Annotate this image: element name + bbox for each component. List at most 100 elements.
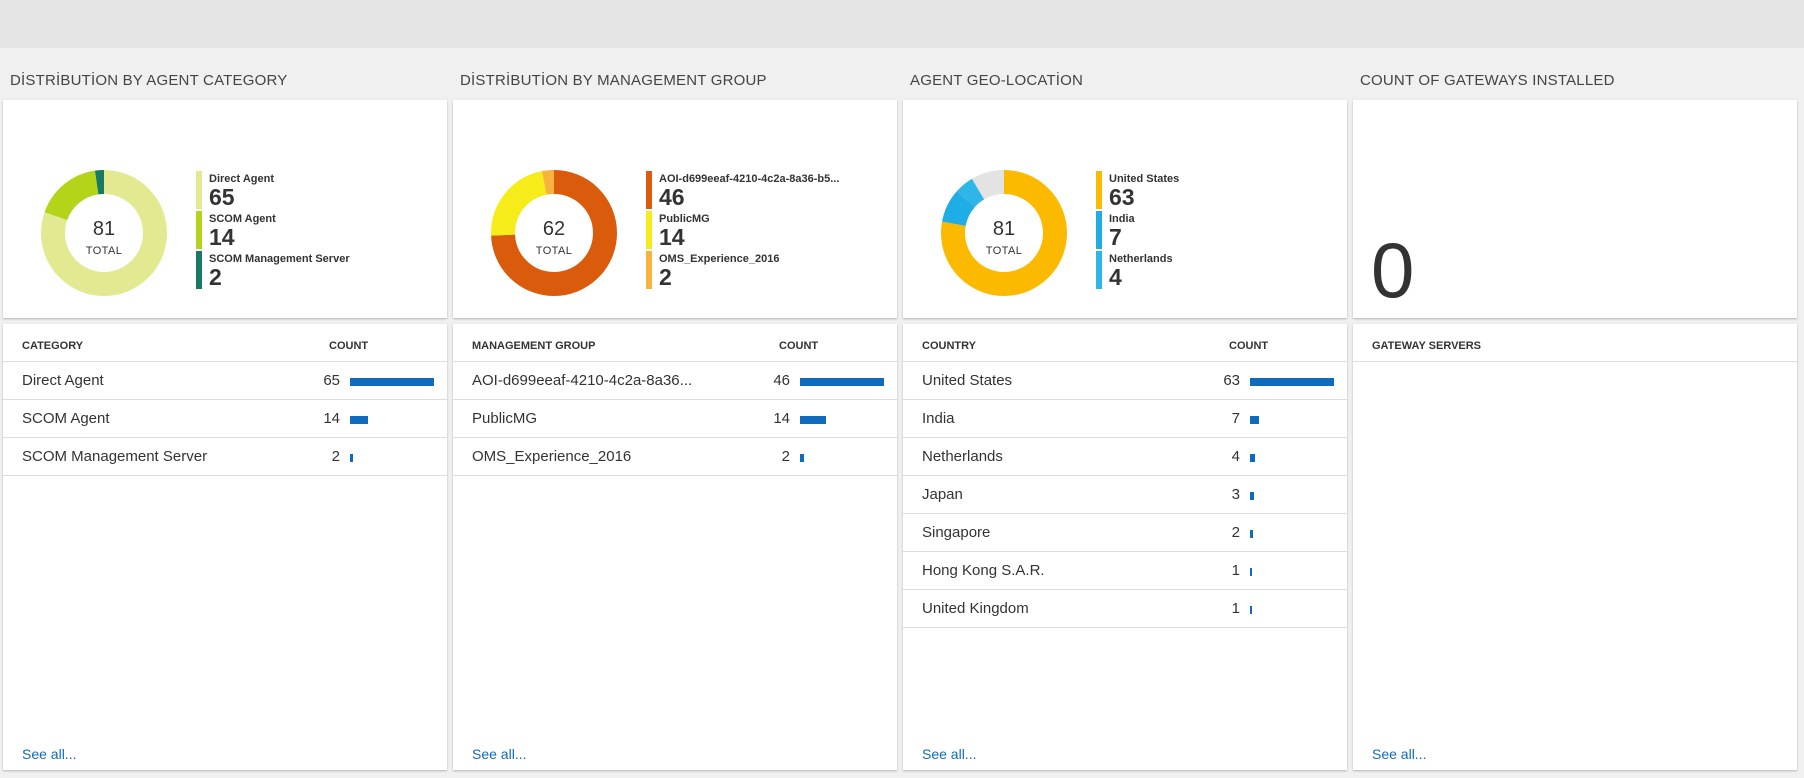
table-row[interactable]: AOI-d699eeaf-4210-4c2a-8a36... 46	[453, 362, 897, 400]
legend-value: 2	[209, 264, 222, 290]
legend-value: 14	[659, 224, 685, 250]
donut-tile[interactable]: 62 TOTAL AOI-d699eeaf-4210-4c2a-8a36-b5.…	[453, 100, 897, 318]
panel-agent-category: DİSTRİBUTİON BY AGENT CATEGORY 81 TOTAL …	[3, 48, 447, 770]
row-name: Direct Agent	[22, 372, 104, 389]
table-row[interactable]: SCOM Agent 14	[3, 400, 447, 438]
top-bar	[0, 0, 1804, 48]
legend-swatch	[196, 251, 202, 289]
table-row[interactable]: United Kingdom 1	[903, 590, 1347, 628]
table-row[interactable]: India 7	[903, 400, 1347, 438]
legend-swatch	[646, 211, 652, 249]
legend-item: India 7	[1096, 210, 1341, 250]
table-row[interactable]: Hong Kong S.A.R. 1	[903, 552, 1347, 590]
donut-total-value: 62	[542, 218, 566, 240]
row-name: PublicMG	[472, 410, 538, 427]
row-name: OMS_Experience_2016	[472, 448, 632, 465]
row-count: 1	[1231, 600, 1240, 617]
row-count-bar	[1250, 378, 1334, 386]
legend-name: SCOM Agent	[209, 213, 276, 225]
column-header-count: COUNT	[1229, 340, 1269, 352]
list-header: COUNTRY COUNT	[903, 324, 1347, 362]
donut-tile[interactable]: 81 TOTAL Direct Agent 65 SCOM Agent 14 S…	[3, 100, 447, 318]
see-all-link[interactable]: See all...	[1372, 746, 1427, 762]
row-count: 7	[1231, 410, 1240, 427]
donut-total-label: TOTAL	[535, 245, 573, 257]
donut-chart	[941, 170, 1067, 296]
legend-item: SCOM Management Server 2	[196, 250, 441, 290]
panel-management-group: DİSTRİBUTİON BY MANAGEMENT GROUP 62 TOTA…	[453, 48, 897, 770]
donut-total-value: 81	[92, 218, 116, 240]
row-count-bar	[800, 378, 884, 386]
donut-tile[interactable]: 81 TOTAL United States 63 India 7 Nether…	[903, 100, 1347, 318]
see-all-link[interactable]: See all...	[472, 746, 527, 762]
row-count-bar	[350, 378, 434, 386]
row-name: SCOM Management Server	[22, 448, 208, 465]
row-count: 65	[323, 372, 340, 389]
donut-chart	[491, 170, 617, 296]
legend-swatch	[196, 211, 202, 249]
donut-total-value: 81	[992, 218, 1016, 240]
see-all-link[interactable]: See all...	[22, 746, 77, 762]
legend-value: 4	[1109, 264, 1122, 290]
panel-title: AGENT GEO-LOCATİON	[910, 72, 1084, 89]
donut-legend: AOI-d699eeaf-4210-4c2a-8a36-b5... 46 Pub…	[646, 170, 891, 290]
list-header: GATEWAY SERVERS	[1353, 324, 1797, 362]
column-header-count: COUNT	[329, 340, 369, 352]
row-count: 14	[773, 410, 790, 427]
legend-value: 65	[209, 184, 235, 210]
panel-gateways: COUNT OF GATEWAYS INSTALLED 0 GATEWAY SE…	[1353, 48, 1797, 770]
legend-swatch	[646, 251, 652, 289]
legend-swatch	[1096, 171, 1102, 209]
legend-value: 2	[659, 264, 672, 290]
count-tile[interactable]: 0	[1353, 100, 1797, 318]
row-count: 2	[1231, 524, 1240, 541]
legend-item: AOI-d699eeaf-4210-4c2a-8a36-b5... 46	[646, 170, 891, 210]
legend-swatch	[1096, 211, 1102, 249]
row-count: 46	[773, 372, 790, 389]
legend-name: United States	[1109, 173, 1180, 185]
column-header-name: GATEWAY SERVERS	[1372, 340, 1482, 352]
table-row[interactable]: Japan 3	[903, 476, 1347, 514]
list-tile: CATEGORY COUNT Direct Agent 65 SCOM Agent 1…	[3, 324, 447, 770]
row-name: Singapore	[922, 524, 991, 541]
table-row[interactable]: Direct Agent 65	[3, 362, 447, 400]
row-count: 63	[1223, 372, 1240, 389]
table-row[interactable]: SCOM Management Server 2	[3, 438, 447, 476]
donut-legend: United States 63 India 7 Netherlands 4	[1096, 170, 1341, 290]
donut-segment	[941, 170, 1067, 296]
legend-value: 14	[209, 224, 235, 250]
legend-value: 7	[1109, 224, 1122, 250]
legend-item: PublicMG 14	[646, 210, 891, 250]
row-count-bar	[1250, 606, 1252, 614]
table-row[interactable]: Singapore 2	[903, 514, 1347, 552]
panel-title: COUNT OF GATEWAYS INSTALLED	[1360, 72, 1615, 89]
row-count-bar	[1250, 530, 1253, 538]
table-row[interactable]: PublicMG 14	[453, 400, 897, 438]
row-count: 2	[331, 448, 340, 465]
legend-name: OMS_Experience_2016	[659, 253, 780, 265]
row-count: 4	[1231, 448, 1240, 465]
row-name: Japan	[922, 486, 963, 503]
legend-item: OMS_Experience_2016 2	[646, 250, 891, 290]
donut-legend: Direct Agent 65 SCOM Agent 14 SCOM Manag…	[196, 170, 441, 290]
legend-item: Direct Agent 65	[196, 170, 441, 210]
table-row[interactable]: OMS_Experience_2016 2	[453, 438, 897, 476]
legend-name: Direct Agent	[209, 173, 274, 185]
row-name: AOI-d699eeaf-4210-4c2a-8a36...	[472, 372, 693, 389]
table-row[interactable]: Netherlands 4	[903, 438, 1347, 476]
legend-item: United States 63	[1096, 170, 1341, 210]
column-header-name: CATEGORY	[22, 340, 84, 352]
row-name: Hong Kong S.A.R.	[922, 562, 1045, 579]
row-count: 1	[1231, 562, 1240, 579]
legend-swatch	[196, 171, 202, 209]
row-count-bar	[350, 416, 368, 424]
legend-swatch	[646, 171, 652, 209]
table-rows: AOI-d699eeaf-4210-4c2a-8a36... 46 PublicMG…	[453, 362, 897, 476]
row-name: India	[922, 410, 955, 427]
gateway-count: 0	[1371, 226, 1415, 314]
legend-name: India	[1109, 213, 1135, 225]
table-row[interactable]: United States 63	[903, 362, 1347, 400]
row-name: United States	[922, 372, 1013, 389]
legend-swatch	[1096, 251, 1102, 289]
see-all-link[interactable]: See all...	[922, 746, 977, 762]
